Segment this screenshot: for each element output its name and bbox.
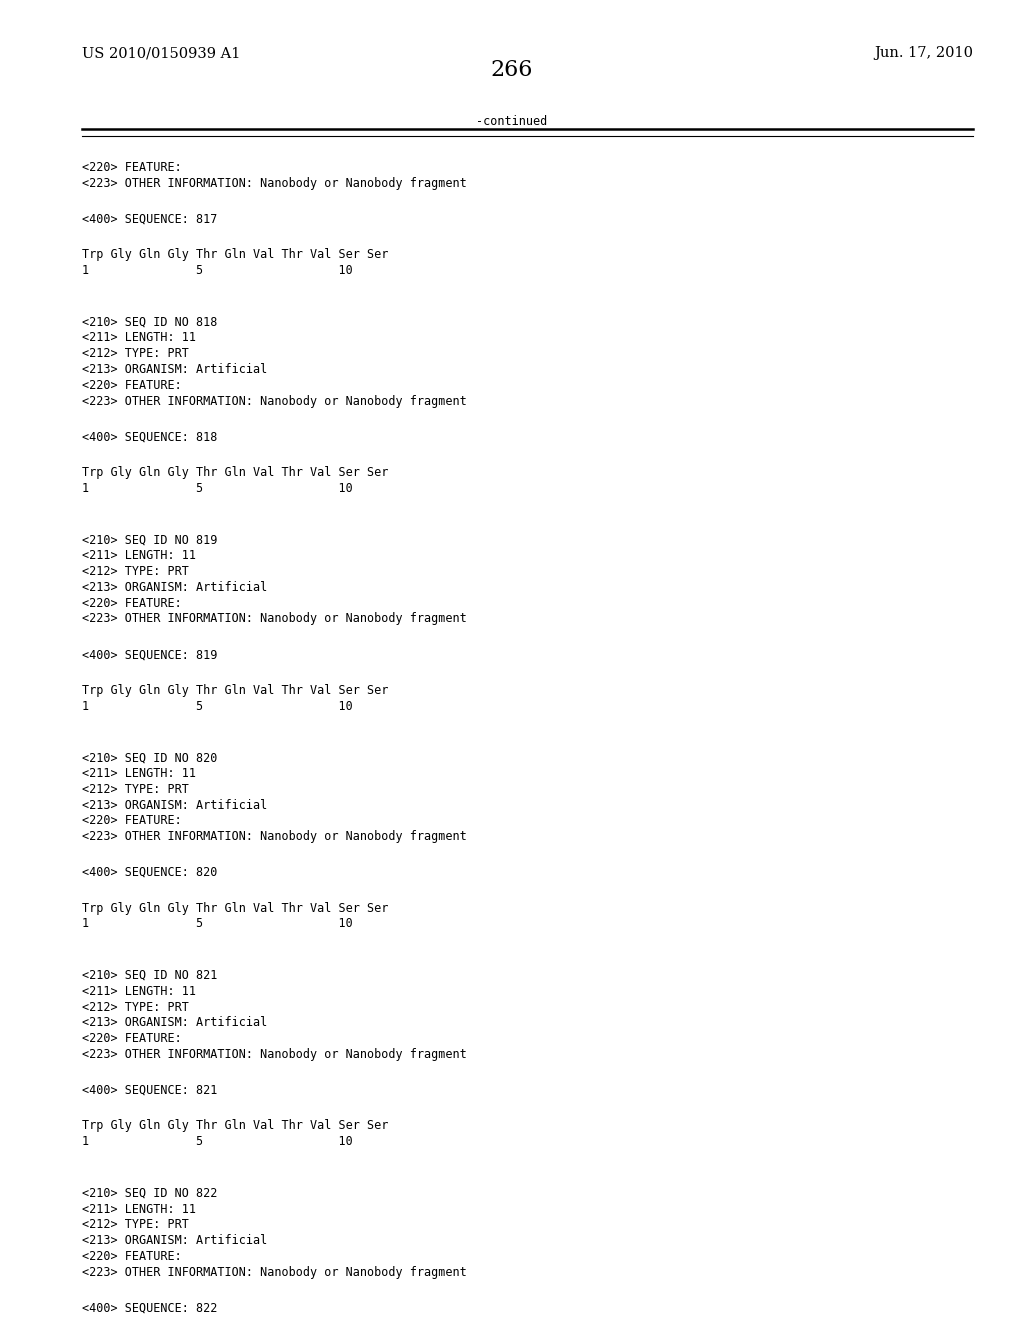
Text: <212> TYPE: PRT: <212> TYPE: PRT — [82, 783, 188, 796]
Text: <223> OTHER INFORMATION: Nanobody or Nanobody fragment: <223> OTHER INFORMATION: Nanobody or Nan… — [82, 1266, 467, 1279]
Text: <212> TYPE: PRT: <212> TYPE: PRT — [82, 1001, 188, 1014]
Text: <400> SEQUENCE: 821: <400> SEQUENCE: 821 — [82, 1084, 217, 1097]
Text: <223> OTHER INFORMATION: Nanobody or Nanobody fragment: <223> OTHER INFORMATION: Nanobody or Nan… — [82, 830, 467, 843]
Text: Jun. 17, 2010: Jun. 17, 2010 — [873, 46, 973, 61]
Text: <211> LENGTH: 11: <211> LENGTH: 11 — [82, 1203, 196, 1216]
Text: <211> LENGTH: 11: <211> LENGTH: 11 — [82, 331, 196, 345]
Text: <210> SEQ ID NO 821: <210> SEQ ID NO 821 — [82, 969, 217, 982]
Text: <220> FEATURE:: <220> FEATURE: — [82, 161, 181, 174]
Text: <223> OTHER INFORMATION: Nanobody or Nanobody fragment: <223> OTHER INFORMATION: Nanobody or Nan… — [82, 395, 467, 408]
Text: 266: 266 — [490, 59, 534, 82]
Text: 1               5                   10: 1 5 10 — [82, 1135, 352, 1148]
Text: US 2010/0150939 A1: US 2010/0150939 A1 — [82, 46, 241, 61]
Text: <213> ORGANISM: Artificial: <213> ORGANISM: Artificial — [82, 799, 267, 812]
Text: 1               5                   10: 1 5 10 — [82, 482, 352, 495]
Text: <210> SEQ ID NO 819: <210> SEQ ID NO 819 — [82, 533, 217, 546]
Text: <212> TYPE: PRT: <212> TYPE: PRT — [82, 347, 188, 360]
Text: <211> LENGTH: 11: <211> LENGTH: 11 — [82, 549, 196, 562]
Text: <212> TYPE: PRT: <212> TYPE: PRT — [82, 565, 188, 578]
Text: Trp Gly Gln Gly Thr Gln Val Thr Val Ser Ser: Trp Gly Gln Gly Thr Gln Val Thr Val Ser … — [82, 684, 388, 697]
Text: <213> ORGANISM: Artificial: <213> ORGANISM: Artificial — [82, 581, 267, 594]
Text: <220> FEATURE:: <220> FEATURE: — [82, 814, 181, 828]
Text: <400> SEQUENCE: 817: <400> SEQUENCE: 817 — [82, 213, 217, 226]
Text: <223> OTHER INFORMATION: Nanobody or Nanobody fragment: <223> OTHER INFORMATION: Nanobody or Nan… — [82, 612, 467, 626]
Text: <400> SEQUENCE: 820: <400> SEQUENCE: 820 — [82, 866, 217, 879]
Text: <211> LENGTH: 11: <211> LENGTH: 11 — [82, 985, 196, 998]
Text: <220> FEATURE:: <220> FEATURE: — [82, 1032, 181, 1045]
Text: 1               5                   10: 1 5 10 — [82, 700, 352, 713]
Text: Trp Gly Gln Gly Thr Gln Val Thr Val Ser Ser: Trp Gly Gln Gly Thr Gln Val Thr Val Ser … — [82, 248, 388, 261]
Text: <213> ORGANISM: Artificial: <213> ORGANISM: Artificial — [82, 1016, 267, 1030]
Text: <220> FEATURE:: <220> FEATURE: — [82, 597, 181, 610]
Text: <223> OTHER INFORMATION: Nanobody or Nanobody fragment: <223> OTHER INFORMATION: Nanobody or Nan… — [82, 177, 467, 190]
Text: Trp Gly Gln Gly Thr Gln Val Thr Val Ser Ser: Trp Gly Gln Gly Thr Gln Val Thr Val Ser … — [82, 1119, 388, 1133]
Text: <220> FEATURE:: <220> FEATURE: — [82, 379, 181, 392]
Text: <400> SEQUENCE: 819: <400> SEQUENCE: 819 — [82, 648, 217, 661]
Text: 1               5                   10: 1 5 10 — [82, 264, 352, 277]
Text: <220> FEATURE:: <220> FEATURE: — [82, 1250, 181, 1263]
Text: Trp Gly Gln Gly Thr Gln Val Thr Val Ser Ser: Trp Gly Gln Gly Thr Gln Val Thr Val Ser … — [82, 902, 388, 915]
Text: <223> OTHER INFORMATION: Nanobody or Nanobody fragment: <223> OTHER INFORMATION: Nanobody or Nan… — [82, 1048, 467, 1061]
Text: <210> SEQ ID NO 822: <210> SEQ ID NO 822 — [82, 1187, 217, 1200]
Text: <210> SEQ ID NO 820: <210> SEQ ID NO 820 — [82, 751, 217, 764]
Text: 1               5                   10: 1 5 10 — [82, 917, 352, 931]
Text: <213> ORGANISM: Artificial: <213> ORGANISM: Artificial — [82, 1234, 267, 1247]
Text: <400> SEQUENCE: 818: <400> SEQUENCE: 818 — [82, 430, 217, 444]
Text: <400> SEQUENCE: 822: <400> SEQUENCE: 822 — [82, 1302, 217, 1315]
Text: <210> SEQ ID NO 818: <210> SEQ ID NO 818 — [82, 315, 217, 329]
Text: <211> LENGTH: 11: <211> LENGTH: 11 — [82, 767, 196, 780]
Text: Trp Gly Gln Gly Thr Gln Val Thr Val Ser Ser: Trp Gly Gln Gly Thr Gln Val Thr Val Ser … — [82, 466, 388, 479]
Text: <213> ORGANISM: Artificial: <213> ORGANISM: Artificial — [82, 363, 267, 376]
Text: <212> TYPE: PRT: <212> TYPE: PRT — [82, 1218, 188, 1232]
Text: -continued: -continued — [476, 115, 548, 128]
